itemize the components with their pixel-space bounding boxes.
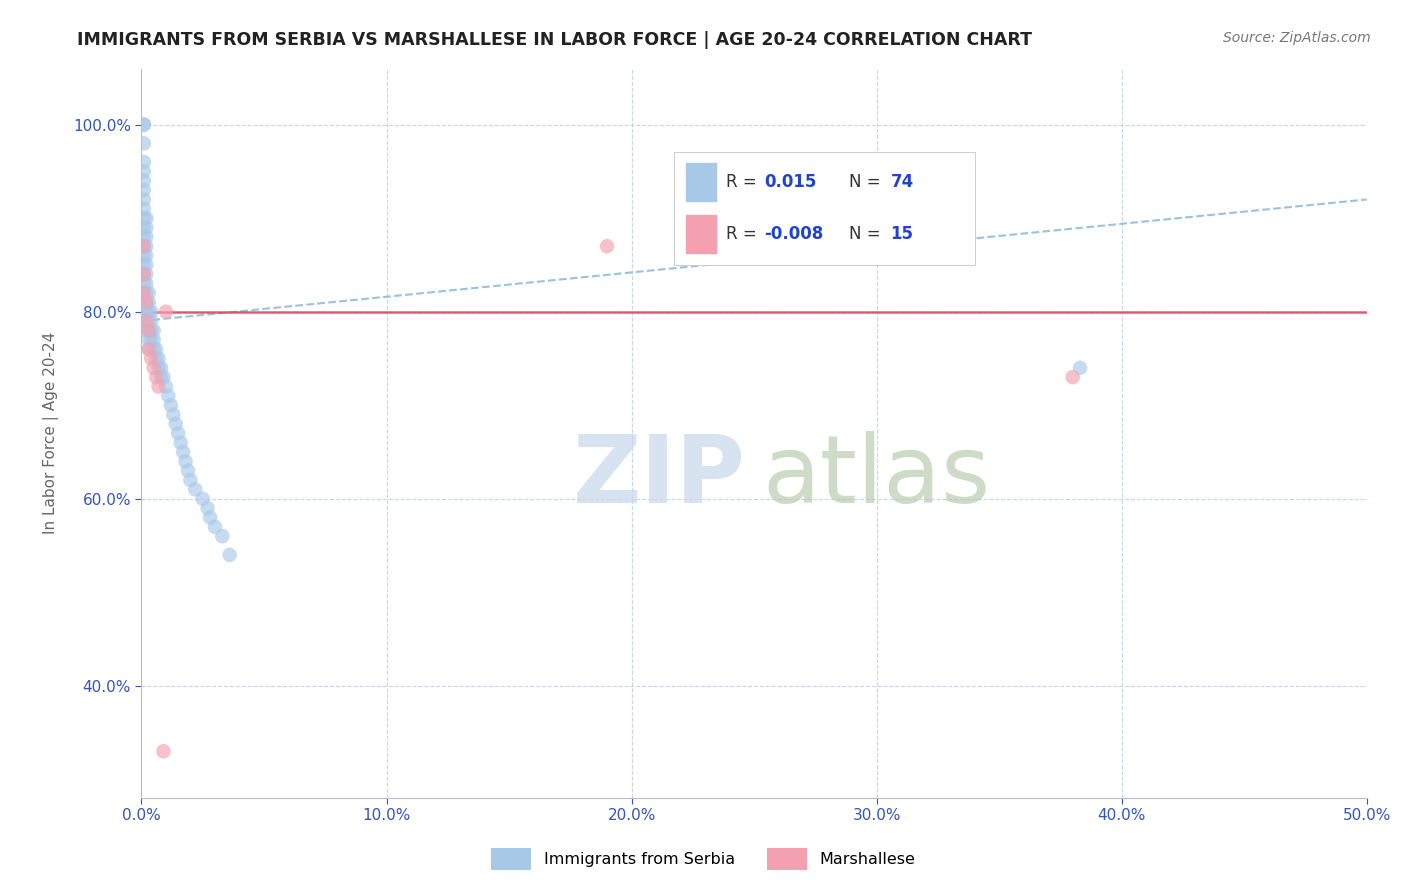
Point <box>132 295 155 310</box>
Point <box>141 333 163 347</box>
Point <box>174 454 197 468</box>
Point <box>856 239 879 253</box>
Point <box>145 342 167 356</box>
Point <box>141 351 163 366</box>
Point <box>132 136 155 151</box>
Point <box>135 295 157 310</box>
Point <box>135 220 157 235</box>
Point <box>218 548 240 562</box>
Point <box>132 285 155 300</box>
Point <box>141 304 163 318</box>
Point <box>142 360 165 375</box>
Point <box>138 323 160 337</box>
Point <box>145 351 167 366</box>
Point <box>132 267 155 281</box>
Point <box>132 249 155 263</box>
Point <box>198 510 221 524</box>
Point <box>152 370 174 384</box>
Point <box>132 211 155 226</box>
Point <box>155 379 177 393</box>
Point <box>132 220 155 235</box>
Point <box>184 483 207 497</box>
Point <box>138 314 160 328</box>
Point <box>1069 360 1091 375</box>
Point <box>596 239 619 253</box>
Point <box>132 193 155 207</box>
Point <box>132 164 155 178</box>
Text: Source: ZipAtlas.com: Source: ZipAtlas.com <box>1223 31 1371 45</box>
Point <box>135 239 157 253</box>
Text: ZIP: ZIP <box>572 431 745 523</box>
Point <box>211 529 233 543</box>
Point <box>132 174 155 188</box>
Point <box>148 379 170 393</box>
Point <box>138 285 160 300</box>
Point <box>135 267 157 281</box>
Point <box>204 520 226 534</box>
Point <box>135 258 157 272</box>
Point <box>135 304 157 318</box>
Point <box>142 333 165 347</box>
Point <box>169 435 191 450</box>
Point <box>145 370 167 384</box>
Point <box>132 202 155 216</box>
Point <box>138 333 160 347</box>
Point <box>150 360 173 375</box>
Point <box>141 323 163 337</box>
Point <box>138 295 160 310</box>
Point <box>135 277 157 291</box>
Point <box>138 342 160 356</box>
Point <box>132 239 155 253</box>
Point <box>135 314 157 328</box>
Legend: Immigrants from Serbia, Marshallese: Immigrants from Serbia, Marshallese <box>485 841 921 877</box>
Point <box>152 744 174 758</box>
Point <box>135 295 157 310</box>
Text: atlas: atlas <box>762 431 991 523</box>
Point <box>135 314 157 328</box>
Point <box>132 277 155 291</box>
Point <box>142 323 165 337</box>
Y-axis label: In Labor Force | Age 20-24: In Labor Force | Age 20-24 <box>44 332 59 534</box>
Point <box>138 323 160 337</box>
Point <box>135 323 157 337</box>
Text: IMMIGRANTS FROM SERBIA VS MARSHALLESE IN LABOR FORCE | AGE 20-24 CORRELATION CHA: IMMIGRANTS FROM SERBIA VS MARSHALLESE IN… <box>77 31 1032 49</box>
Point <box>132 285 155 300</box>
Point <box>132 258 155 272</box>
Point <box>155 304 177 318</box>
Point <box>138 304 160 318</box>
Point <box>165 417 187 431</box>
Point <box>132 155 155 169</box>
Point <box>132 183 155 197</box>
Point <box>135 230 157 244</box>
Point <box>157 389 180 403</box>
Point <box>150 370 173 384</box>
Point <box>197 501 219 516</box>
Point <box>167 426 190 441</box>
Point <box>1062 370 1084 384</box>
Point <box>132 267 155 281</box>
Point <box>162 408 184 422</box>
Point <box>177 464 200 478</box>
Point <box>160 398 183 412</box>
Point <box>132 304 155 318</box>
Point <box>179 473 201 487</box>
Point <box>138 342 160 356</box>
Point <box>132 118 155 132</box>
Point <box>141 314 163 328</box>
Point <box>132 230 155 244</box>
Point <box>148 360 170 375</box>
Point <box>148 351 170 366</box>
Point <box>172 445 194 459</box>
Point <box>142 342 165 356</box>
Point <box>191 491 214 506</box>
Point <box>135 211 157 226</box>
Point <box>132 118 155 132</box>
Point <box>135 285 157 300</box>
Point <box>132 239 155 253</box>
Point <box>135 249 157 263</box>
